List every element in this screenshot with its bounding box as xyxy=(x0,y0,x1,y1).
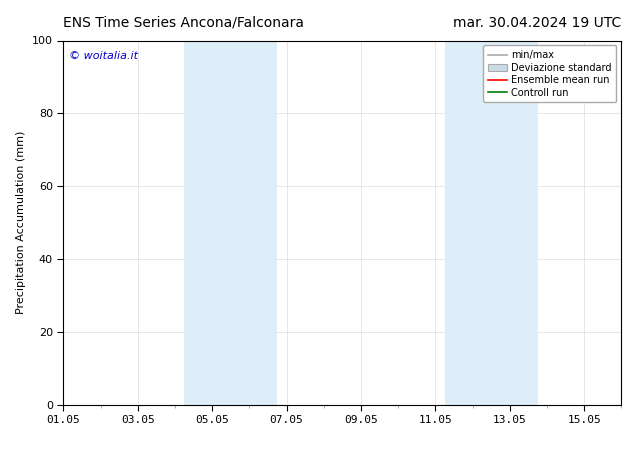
Text: ENS Time Series Ancona/Falconara: ENS Time Series Ancona/Falconara xyxy=(63,16,304,30)
Y-axis label: Precipitation Accumulation (mm): Precipitation Accumulation (mm) xyxy=(16,131,27,315)
Bar xyxy=(444,40,538,405)
Legend: min/max, Deviazione standard, Ensemble mean run, Controll run: min/max, Deviazione standard, Ensemble m… xyxy=(483,45,616,103)
Text: © woitalia.it: © woitalia.it xyxy=(69,51,138,62)
Text: mar. 30.04.2024 19 UTC: mar. 30.04.2024 19 UTC xyxy=(453,16,621,30)
Bar xyxy=(184,40,277,405)
